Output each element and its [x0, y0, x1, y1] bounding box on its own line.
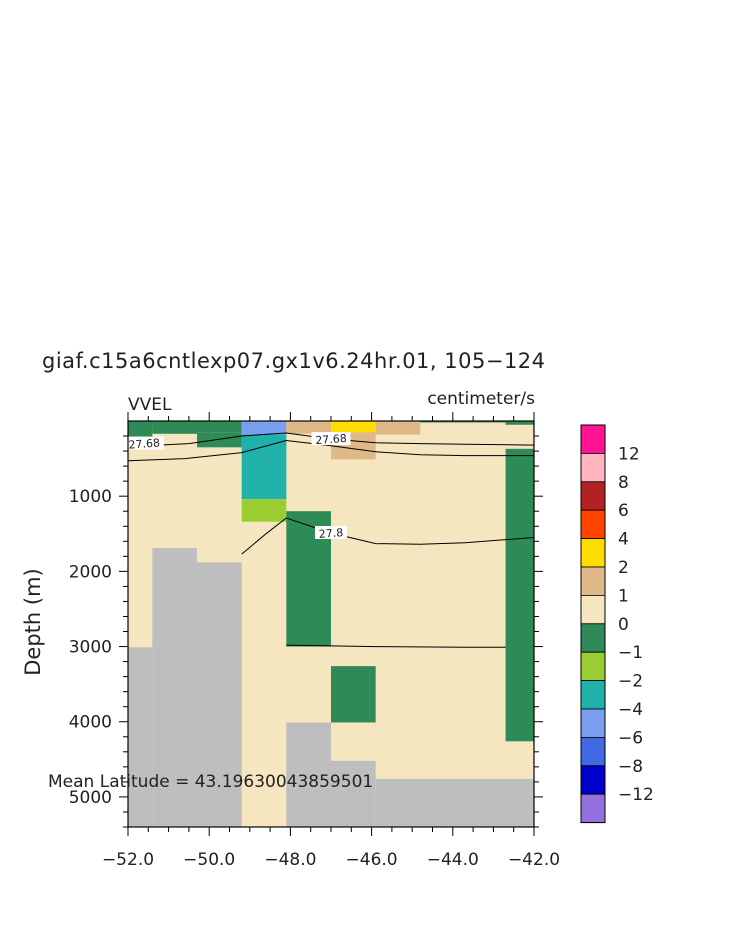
- colorbar-label: −6: [618, 728, 643, 748]
- x-tick-label: −50.0: [183, 850, 235, 870]
- colorbar-label: 4: [618, 530, 629, 550]
- colorbar-swatch-6: [580, 595, 606, 625]
- footer-layer: Mean Latitude = 43.19630043859501: [48, 772, 373, 792]
- land-column-2: [197, 562, 242, 827]
- colorbar-swatch-12: [580, 765, 606, 795]
- x-tick-label: −44.0: [427, 850, 479, 870]
- contour-label-bg: [311, 432, 351, 446]
- contour-label-2: 27.8: [315, 526, 347, 541]
- colorbar-label: −8: [618, 757, 643, 777]
- velocity-cell-15: [505, 421, 534, 425]
- colorbar-swatch-5: [580, 566, 606, 596]
- colorbar-label: −2: [618, 672, 643, 692]
- colorbar-label: 1: [618, 586, 629, 606]
- velocity-cell-14: [420, 421, 506, 423]
- colorbar-swatch-1: [580, 452, 606, 483]
- colorbar-swatch-11: [580, 737, 606, 767]
- density-contour-1: [127, 439, 534, 462]
- colorbar-label: 12: [618, 444, 640, 464]
- colorbar-swatch-9: [580, 680, 606, 710]
- colorbar-swatch-3: [580, 509, 606, 540]
- velocity-cell-6: [241, 434, 287, 500]
- colorbar-label: −12: [618, 785, 654, 805]
- y-axis-label: Depth (m): [21, 568, 45, 675]
- contour-label-bg: [315, 526, 347, 540]
- velocity-cell-4: [197, 432, 242, 448]
- contour-label-text: 27.68: [315, 432, 347, 447]
- mean-latitude-note: Mean Latitude = 43.19630043859501: [48, 772, 373, 792]
- colorbar-swatch-8: [580, 651, 606, 682]
- colorbar-label: −1: [618, 643, 643, 663]
- colorbar-label: 8: [618, 473, 629, 493]
- units-label: centimeter/s: [427, 389, 535, 409]
- velocity-cell-7: [241, 499, 287, 522]
- x-tick-label: −48.0: [264, 850, 316, 870]
- velocity-cell-0: [128, 421, 153, 431]
- y-tick-label: 3000: [69, 638, 112, 658]
- x-tick-label: −42.0: [508, 850, 560, 870]
- land-column-4: [331, 760, 376, 827]
- velocity-cell-16: [505, 448, 534, 742]
- density-contour-3: [286, 644, 506, 648]
- land-column-1: [152, 548, 198, 827]
- colorbar-label: 0: [618, 615, 629, 635]
- variable-label: VVEL: [128, 395, 172, 415]
- velocity-cell-12: [331, 666, 376, 723]
- contour-label-1: 27.68: [311, 432, 351, 447]
- plot-area: 27.68 27.68 27.8 −52.0 −50.0 −48.0 −46.0 −44.0 −…: [69, 412, 560, 870]
- land-column-3: [286, 722, 331, 827]
- colorbar-swatch-0: [580, 424, 606, 454]
- velocity-cell-13: [375, 421, 421, 435]
- colorbar-swatch-4: [580, 538, 606, 568]
- colorbar-label: 2: [618, 558, 629, 578]
- chart-title: giaf.c15a6cntlexp07.gx1v6.24hr.01, 105−1…: [42, 349, 546, 373]
- density-contour-2: [241, 517, 535, 555]
- colorbar-swatch-13: [580, 793, 606, 824]
- land-column-5: [375, 778, 534, 827]
- y-tick-label: 5000: [69, 788, 112, 808]
- y-tick-label: 2000: [69, 562, 112, 582]
- colorbar-swatch-7: [580, 623, 606, 653]
- land-column-0: [128, 647, 153, 827]
- contour-label-0: 27.68: [124, 436, 164, 452]
- colorbar-label: −4: [618, 700, 643, 720]
- contour-label-text: 27.68: [128, 436, 160, 451]
- colorbar-frame: [580, 424, 606, 824]
- colorbar-label: 6: [618, 501, 629, 521]
- velocity-cell-5: [241, 421, 287, 435]
- velocity-cell-2: [152, 421, 198, 434]
- velocity-cell-8: [286, 421, 331, 434]
- colorbar-swatch-2: [580, 481, 606, 511]
- x-tick-label: −52.0: [102, 850, 154, 870]
- colorbar-swatch-10: [580, 708, 606, 738]
- x-tick-label: −46.0: [346, 850, 398, 870]
- contour-label-text: 27.8: [318, 526, 343, 541]
- colorbar: 12 8 6 4 2 1 0 −1 −2 −4 −6 −8 −12: [580, 424, 654, 824]
- contour-label-bg: [124, 436, 164, 450]
- y-tick-label: 1000: [69, 487, 112, 507]
- y-tick-label: 4000: [69, 713, 112, 733]
- velocity-cell-10: [331, 421, 376, 433]
- velocity-cell-3: [197, 421, 242, 433]
